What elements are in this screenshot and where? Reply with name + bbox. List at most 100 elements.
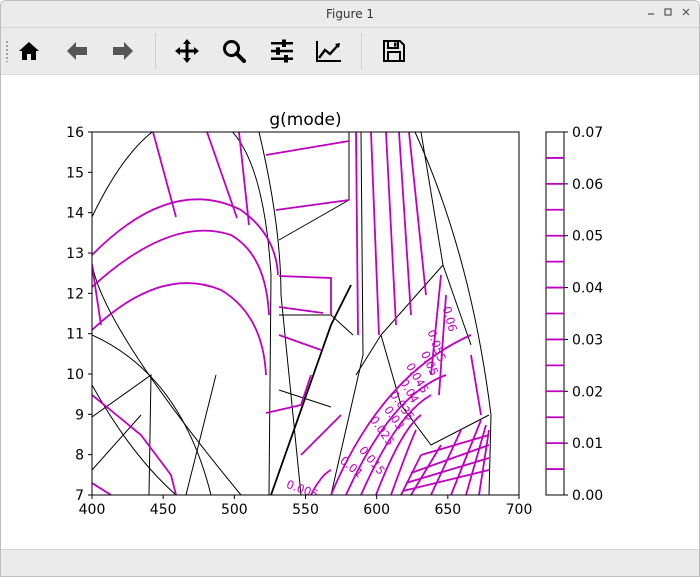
y-tick-label: 7 (75, 488, 84, 504)
arrow-left-icon (67, 42, 87, 60)
contour-line (390, 429, 417, 495)
boundary-line (278, 132, 350, 241)
colorbar: 0.00 0.01 0.02 0.03 0.04 0.05 0.06 0.07 (545, 125, 603, 504)
boundary-line (442, 264, 472, 346)
colorbar-tick-label: 0.06 (572, 177, 603, 193)
contour-line (405, 457, 490, 484)
contour-line (400, 454, 422, 495)
colorbar-tick-label: 0.05 (572, 229, 603, 245)
minimize-button[interactable] (643, 6, 659, 22)
x-tick-label: 450 (150, 502, 177, 518)
y-tick-label: 11 (66, 327, 84, 343)
colorbar-tick-label: 0.00 (572, 488, 603, 504)
boundary-line (92, 262, 242, 495)
line-chart-icon (316, 41, 341, 62)
contour-line (152, 132, 177, 218)
contour-line (92, 482, 112, 495)
close-icon (682, 8, 690, 16)
contour-line (402, 469, 490, 492)
boundary-line (279, 314, 354, 336)
contour-line (398, 132, 412, 316)
boundary-line (330, 132, 364, 495)
contour-line (238, 132, 250, 226)
boundary-line (270, 284, 352, 495)
toolbar-grip[interactable] (5, 40, 9, 62)
configure-subplots-button[interactable] (265, 34, 299, 68)
home-button[interactable] (12, 34, 46, 68)
x-tick-label: 600 (363, 502, 390, 518)
contour-line (275, 199, 350, 211)
contour-line (370, 132, 380, 336)
contour-line (385, 132, 397, 326)
figure-canvas[interactable]: g(mode) 0.005 0.01 0.015 0.025 0.03 0.035 0.04… (1, 75, 699, 549)
boundary-line (420, 132, 444, 266)
contour-line (265, 374, 312, 414)
contour-line (310, 469, 332, 495)
boundary-line (380, 334, 490, 446)
y-tick-label: 12 (66, 286, 84, 302)
boundary-line (278, 389, 332, 408)
contour-line (278, 334, 322, 351)
contour-line (375, 414, 422, 495)
x-tick-label: 550 (292, 502, 319, 518)
chart-title: g(mode) (269, 110, 341, 130)
toolbar-separator (361, 33, 362, 69)
boundary-line (92, 334, 212, 495)
boundary-line (258, 132, 302, 495)
toolbar-separator (155, 33, 156, 69)
colorbar-tick-label: 0.07 (572, 125, 603, 141)
y-tick-label: 16 (66, 125, 84, 141)
minimize-icon (648, 13, 654, 15)
contour-line (206, 132, 238, 219)
contour-line (330, 334, 472, 495)
title-bar[interactable]: Figure 1 (1, 1, 699, 28)
boundary-line (92, 374, 152, 495)
boundary-line (414, 132, 492, 495)
contour-line (92, 282, 267, 376)
contour-line (92, 264, 102, 326)
move-icon (175, 39, 199, 63)
arrow-right-icon (113, 42, 133, 60)
edit-axis-button[interactable] (312, 34, 346, 68)
contour-line (430, 274, 442, 376)
contour-line (410, 444, 442, 495)
contour-line (278, 275, 332, 315)
boundary-line (92, 384, 177, 495)
contour-line (410, 444, 490, 474)
boundary-line (92, 132, 272, 495)
axes: 400 450 500 550 600 650 700 7 8 9 10 11 12 13 14 15 16 (66, 125, 532, 518)
contour-line (450, 419, 482, 495)
zoom-button[interactable] (217, 34, 251, 68)
plot-area: 0.0050.010.0150.0250.030.0350.040.0450.0… (92, 132, 492, 495)
y-tick-label: 15 (66, 165, 84, 181)
contour-line (470, 354, 482, 416)
contour-line (478, 429, 490, 495)
boundary-line (92, 414, 142, 471)
forward-button[interactable] (106, 34, 140, 68)
x-tick-label: 650 (434, 502, 461, 518)
pan-button[interactable] (170, 34, 204, 68)
close-button[interactable] (678, 6, 694, 22)
contour-line (92, 198, 279, 276)
maximize-icon (664, 8, 672, 16)
colorbar-tick-label: 0.04 (572, 281, 603, 297)
colorbar-tick-label: 0.03 (572, 332, 603, 348)
home-icon (19, 42, 39, 60)
y-tick-label: 9 (75, 407, 84, 423)
maximize-button[interactable] (660, 6, 676, 22)
x-tick-label: 500 (221, 502, 248, 518)
y-tick-label: 14 (66, 206, 84, 222)
contour-figure[interactable]: g(mode) 0.0050.010.0150.0250.030.0350.04… (1, 75, 699, 549)
y-tick-label: 10 (66, 367, 84, 383)
sliders-icon (271, 39, 293, 63)
x-tick-label: 700 (506, 502, 533, 518)
save-button[interactable] (377, 34, 411, 68)
contour-line (408, 132, 427, 296)
contour-line (278, 306, 324, 314)
boundary-line (185, 374, 217, 495)
back-button[interactable] (60, 34, 94, 68)
toolbar (1, 28, 699, 75)
magnifier-icon (223, 40, 246, 63)
window-title: Figure 1 (325, 7, 375, 21)
